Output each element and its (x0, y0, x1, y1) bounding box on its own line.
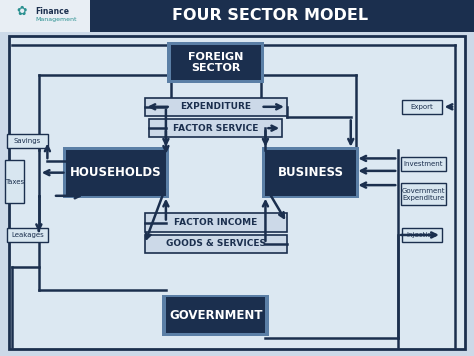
Bar (8, 228, 48, 242)
Text: FACTOR INCOME: FACTOR INCOME (174, 218, 257, 227)
Bar (66, 150, 166, 196)
Bar (63, 147, 169, 199)
Text: Savings: Savings (14, 138, 41, 143)
Bar (5, 160, 24, 203)
Text: Taxes: Taxes (5, 179, 24, 184)
Bar (145, 98, 287, 116)
Text: HOUSEHOLDS: HOUSEHOLDS (70, 166, 162, 179)
Bar (0, 0, 90, 32)
Text: FACTOR SERVICE: FACTOR SERVICE (173, 124, 258, 133)
Bar (402, 228, 442, 242)
Bar (0, 0, 474, 32)
Text: GOODS & SERVICES: GOODS & SERVICES (166, 239, 265, 248)
Text: EXPENDITURE: EXPENDITURE (180, 102, 251, 111)
Bar (171, 44, 261, 80)
Bar (149, 119, 282, 137)
Bar (8, 134, 48, 148)
Bar (9, 36, 465, 349)
Bar (262, 147, 359, 199)
Text: Finance: Finance (36, 7, 70, 16)
Bar (145, 235, 287, 253)
Text: Injection: Injection (407, 232, 437, 238)
Text: BUSINESS: BUSINESS (277, 166, 344, 179)
Bar (166, 297, 265, 333)
Text: Export: Export (410, 104, 433, 110)
Text: Management: Management (36, 17, 77, 22)
Text: FOREIGN
SECTOR: FOREIGN SECTOR (188, 52, 243, 73)
Bar (145, 213, 287, 232)
Text: ✿: ✿ (17, 5, 27, 18)
Text: FOUR SECTOR MODEL: FOUR SECTOR MODEL (172, 8, 368, 23)
Bar (167, 42, 264, 83)
Bar (265, 150, 356, 196)
Text: Government
Expenditure: Government Expenditure (401, 188, 445, 200)
Bar (402, 100, 442, 114)
Text: GOVERNMENT: GOVERNMENT (169, 309, 263, 321)
Text: Investment: Investment (403, 161, 443, 167)
Bar (401, 183, 446, 205)
Bar (162, 295, 269, 335)
Text: Leakages: Leakages (11, 232, 44, 238)
Bar (401, 157, 446, 171)
